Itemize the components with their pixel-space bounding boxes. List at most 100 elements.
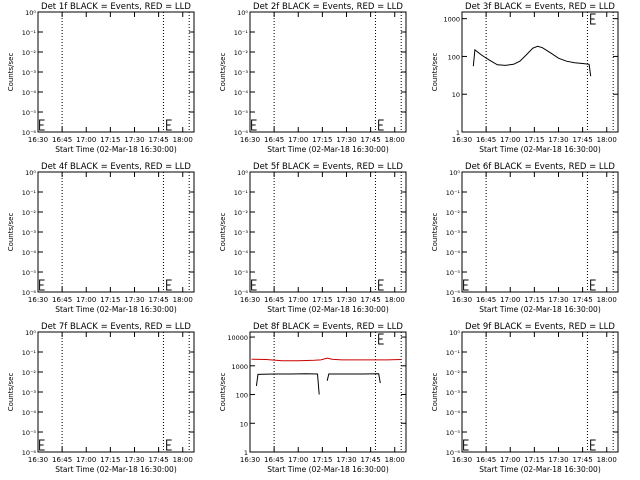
x-tick-label: 16:30 [240,136,260,144]
y-tick-label: 10⁰ [25,329,36,337]
x-axis-label: Start Time (02-Mar-18 16:30:00) [479,305,601,314]
y-tick-label: 10 [240,420,248,428]
event-marker [378,119,384,131]
y-tick-label: 10⁰ [449,169,460,177]
x-tick-label: 16:45 [264,456,284,464]
x-tick-label: 17:15 [100,456,120,464]
plot-frame [461,171,619,293]
y-tick-label: 1000 [443,16,460,24]
y-tick-label: 10⁻⁶ [234,289,249,297]
x-tick-label: 18:00 [173,456,193,464]
y-tick-label: 10⁻⁵ [22,429,37,437]
y-tick-label: 10⁰ [25,9,36,17]
y-axis-label: Counts/sec [7,213,15,252]
panel-det-5: Det 5f BLACK = Events, RED = LLD 10⁻⁶ 10⁻⁵… [219,162,407,314]
panel-title: Det 2f BLACK = Events, RED = LLD [253,2,403,12]
event-marker [251,279,257,291]
x-axis-label: Start Time (02-Mar-18 16:30:00) [479,145,601,154]
y-tick-label: 10⁻² [446,209,461,217]
y-tick-label: 10⁻⁶ [22,289,37,297]
y-tick-label: 1 [456,129,460,137]
data-series-line [472,45,592,77]
event-marker [590,279,596,291]
x-tick-label: 17:00 [288,296,308,304]
event-marker [39,279,45,291]
x-tick-label: 16:30 [240,296,260,304]
x-tick-label: 18:00 [173,296,193,304]
y-tick-label: 10⁻¹ [234,189,249,197]
x-tick-label: 18:00 [597,456,617,464]
y-axis-label: Counts/sec [219,53,227,92]
x-tick-label: 16:30 [452,296,472,304]
y-tick-label: 10⁻³ [22,69,37,77]
y-tick-label: 10⁻⁵ [22,109,37,117]
event-marker [39,439,45,451]
x-tick-label: 16:45 [52,136,72,144]
event-marker [378,333,384,345]
y-tick-label: 10⁻² [234,209,249,217]
x-tick-label: 17:45 [573,296,593,304]
event-marker [39,119,45,131]
plot-frame [249,331,407,453]
plot-frame [37,171,195,293]
x-tick-label: 17:00 [500,136,520,144]
x-tick-label: 17:15 [524,136,544,144]
y-axis-label: Counts/sec [7,373,15,412]
y-tick-label: 10⁰ [237,169,248,177]
x-tick-label: 17:15 [312,136,332,144]
y-axis-label: Counts/sec [431,373,439,412]
panel-det-4: Det 4f BLACK = Events, RED = LLD 10⁻⁶ 10⁻⁵… [7,162,195,314]
event-marker [166,439,172,451]
panel-title: Det 5f BLACK = Events, RED = LLD [253,162,403,172]
data-series-line [255,373,320,395]
panel-det-1: Det 1f BLACK = Events, RED = LLD 10⁻⁶ 10⁻⁵… [7,2,195,154]
y-axis-label: Counts/sec [431,213,439,252]
x-tick-label: 17:00 [500,456,520,464]
x-tick-label: 17:00 [288,456,308,464]
x-tick-label: 17:00 [76,296,96,304]
y-tick-label: 10⁻⁴ [22,249,37,257]
y-tick-label: 1 [244,449,248,457]
y-tick-label: 100 [236,392,248,400]
event-marker [166,119,172,131]
panel-title: Det 3f BLACK = Events, RED = LLD [465,2,615,12]
y-tick-label: 10⁰ [449,329,460,337]
y-tick-label: 10⁻⁶ [22,129,37,137]
panel-title: Det 9f BLACK = Events, RED = LLD [465,322,615,332]
y-tick-label: 10⁻⁴ [446,249,461,257]
y-tick-label: 10⁻⁵ [234,269,249,277]
y-tick-label: 10⁻³ [446,389,461,397]
event-marker [251,119,257,131]
y-tick-label: 10⁻⁶ [446,449,461,457]
x-tick-label: 17:45 [573,136,593,144]
x-tick-label: 18:00 [173,136,193,144]
y-tick-label: 10⁻¹ [22,349,37,357]
x-tick-label: 16:45 [476,296,496,304]
panel-det-2: Det 2f BLACK = Events, RED = LLD 10⁻⁶ 10⁻⁵… [219,2,407,154]
y-tick-label: 10⁻¹ [234,29,249,37]
plot-frame [461,11,619,133]
panel-det-7: Det 7f BLACK = Events, RED = LLD 10⁻⁶ 10⁻⁵… [7,322,195,474]
y-axis-label: Counts/sec [219,213,227,252]
y-tick-label: 10⁻¹ [22,189,37,197]
x-tick-label: 17:15 [100,296,120,304]
y-tick-label: 10⁻⁴ [22,89,37,97]
x-tick-label: 16:45 [476,136,496,144]
x-tick-label: 17:30 [336,456,356,464]
panel-title: Det 1f BLACK = Events, RED = LLD [41,2,191,12]
y-tick-label: 10⁻² [446,369,461,377]
x-tick-label: 18:00 [385,136,405,144]
x-tick-label: 17:30 [336,296,356,304]
event-marker [590,439,596,451]
y-axis-label: Counts/sec [219,373,227,412]
x-tick-label: 17:30 [124,456,144,464]
x-tick-label: 16:30 [28,296,48,304]
x-axis-label: Start Time (02-Mar-18 16:30:00) [267,465,389,474]
x-tick-label: 18:00 [385,456,405,464]
x-tick-label: 17:30 [548,456,568,464]
x-tick-label: 17:45 [361,456,381,464]
event-marker [463,439,469,451]
y-tick-label: 10⁰ [25,169,36,177]
panel-title: Det 8f BLACK = Events, RED = LLD [253,322,403,332]
